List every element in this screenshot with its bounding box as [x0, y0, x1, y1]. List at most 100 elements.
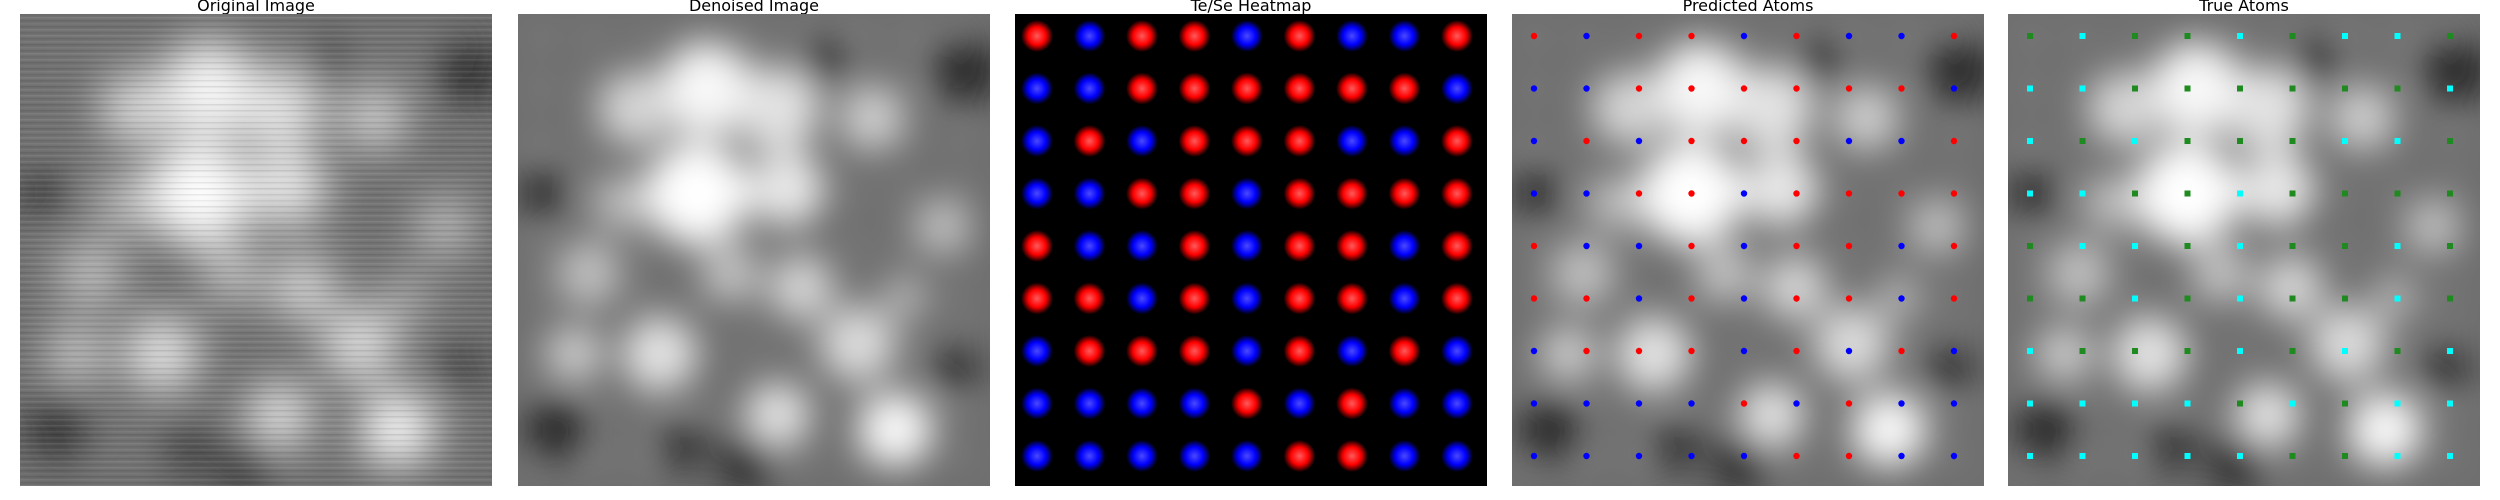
true-se-atom	[2027, 400, 2033, 407]
predicted-te-atom	[1688, 190, 1695, 197]
te-heat-spot	[1441, 177, 1473, 210]
predicted-te-atom	[1845, 295, 1853, 302]
true-te-atom	[2184, 295, 2191, 302]
se-heat-spot	[1021, 72, 1053, 105]
true-se-atom	[2237, 243, 2243, 249]
predicted-te-atom	[1740, 400, 1748, 407]
predicted-se-atom	[1583, 190, 1590, 197]
predicted-se-atom	[1583, 85, 1590, 92]
true-se-atom	[2079, 453, 2086, 459]
te-heat-spot	[1336, 387, 1368, 420]
predicted-se-atom	[1740, 347, 1748, 355]
se-heat-spot	[1231, 20, 1263, 52]
se-heat-spot	[1073, 440, 1106, 472]
te-heat-spot	[1283, 440, 1316, 472]
predicted-te-atom	[1845, 400, 1853, 407]
predicted-se-atom	[1583, 400, 1590, 407]
true-se-atom	[2132, 453, 2138, 459]
se-heat-spot	[1231, 177, 1263, 210]
true-te-atom	[2342, 453, 2348, 459]
predicted-te-atom	[1688, 347, 1695, 355]
true-se-atom	[2342, 348, 2348, 354]
true-se-atom	[2027, 190, 2033, 197]
predicted-te-atom	[1530, 32, 1538, 40]
te-heat-spot	[1441, 230, 1473, 262]
panel-title: Te/Se Heatmap	[1190, 0, 1312, 15]
te-heat-spot	[1231, 125, 1263, 157]
te-heat-spot	[1178, 20, 1211, 52]
true-se-atom	[2132, 243, 2138, 249]
true-te-atom	[2079, 295, 2086, 302]
predicted-te-atom	[1793, 347, 1800, 355]
te-heat-spot	[1336, 177, 1368, 210]
se-heat-spot	[1178, 387, 1211, 420]
predicted-se-atom	[1898, 137, 1905, 145]
predicted-se-atom	[1530, 400, 1538, 407]
te-heat-spot	[1126, 20, 1158, 52]
predicted-se-atom	[1530, 137, 1538, 145]
true-se-atom	[2394, 138, 2401, 144]
panel-title: Original Image	[197, 0, 315, 15]
true-te-atom	[2342, 295, 2348, 302]
true-se-atom	[2079, 243, 2086, 249]
true-se-atom	[2027, 453, 2033, 459]
se-heat-spot	[1073, 72, 1106, 105]
predicted-atoms-image	[1512, 14, 1984, 486]
predicted-se-atom	[1845, 347, 1853, 355]
se-heat-spot	[1231, 282, 1263, 315]
true-se-atom	[2184, 453, 2191, 459]
se-heat-spot	[1231, 335, 1263, 367]
te-heat-spot	[1231, 387, 1263, 420]
se-heat-spot	[1021, 177, 1053, 210]
true-te-atom	[2184, 190, 2191, 197]
true-se-atom	[2394, 243, 2401, 249]
predicted-se-atom	[1950, 452, 1958, 460]
panel-title: Denoised Image	[688, 0, 820, 15]
predicted-te-atom	[1583, 295, 1590, 302]
se-heat-spot	[1441, 72, 1473, 105]
se-heat-spot	[1441, 335, 1473, 367]
te-heat-spot	[1126, 335, 1158, 367]
true-te-atom	[2342, 85, 2348, 92]
predicted-te-atom	[1583, 137, 1590, 145]
true-te-atom	[2289, 138, 2296, 144]
true-te-atom	[2237, 138, 2243, 144]
true-se-atom	[2237, 33, 2243, 39]
true-te-atom	[2027, 33, 2033, 39]
true-te-atom	[2079, 348, 2086, 354]
te-heat-spot	[1336, 230, 1368, 262]
te-heat-spot	[1073, 125, 1106, 157]
se-heat-spot	[1231, 440, 1263, 472]
true-se-atom	[2184, 400, 2191, 407]
predicted-se-atom	[1740, 190, 1748, 197]
predicted-se-atom	[1740, 295, 1748, 302]
se-heat-spot	[1441, 440, 1473, 472]
te-heat-spot	[1178, 230, 1211, 262]
true-te-atom	[2184, 33, 2191, 39]
se-heat-spot	[1388, 20, 1421, 52]
true-te-atom	[2289, 190, 2296, 197]
predicted-te-atom	[1635, 32, 1643, 40]
panel-title: Predicted Atoms	[1682, 0, 1814, 15]
panel-title: True Atoms	[2199, 0, 2289, 15]
predicted-te-atom	[1688, 85, 1695, 92]
se-heat-spot	[1178, 440, 1211, 472]
true-se-atom	[2394, 33, 2401, 39]
predicted-se-atom	[1688, 400, 1695, 407]
te-heat-spot	[1283, 20, 1316, 52]
true-te-atom	[2447, 190, 2453, 197]
true-se-atom	[2237, 348, 2243, 354]
true-te-atom	[2237, 85, 2243, 92]
se-heat-spot	[1126, 125, 1158, 157]
te-heat-spot	[1336, 72, 1368, 105]
predicted-se-atom	[1530, 452, 1538, 460]
predicted-se-atom	[1635, 242, 1643, 250]
predicted-te-atom	[1898, 190, 1905, 197]
predicted-se-atom	[1583, 452, 1590, 460]
te-heat-spot	[1126, 177, 1158, 210]
predicted-te-atom	[1845, 190, 1853, 197]
predicted-te-atom	[1845, 85, 1853, 92]
true-te-atom	[2237, 400, 2243, 407]
true-te-atom	[2184, 348, 2191, 354]
true-te-atom	[2447, 243, 2453, 249]
